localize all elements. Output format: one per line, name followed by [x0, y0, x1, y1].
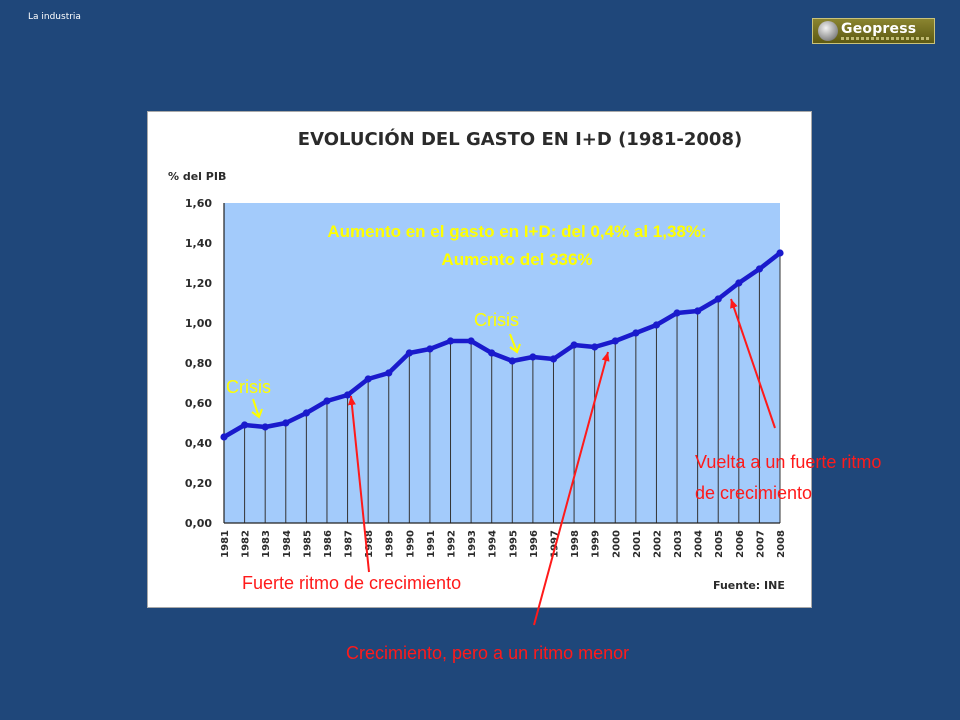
- crisis-arrow-1995: [509, 333, 521, 354]
- x-tick-label: 1985: [302, 530, 313, 558]
- x-tick-label: 1994: [488, 530, 499, 558]
- data-point: [549, 355, 558, 363]
- x-tick-label: 1999: [591, 530, 602, 558]
- x-tick-label: 2005: [714, 530, 725, 558]
- data-point: [570, 341, 578, 349]
- y-tick-label: 1,20: [185, 277, 212, 290]
- data-point: [755, 265, 764, 273]
- x-tick-label: 1984: [282, 530, 293, 558]
- x-tick-label: 1992: [447, 530, 458, 558]
- x-tick-label: 2004: [694, 530, 705, 558]
- x-tick-label: 2003: [673, 530, 684, 558]
- x-tick-label: 1995: [508, 530, 519, 558]
- x-tick-label: 1983: [261, 530, 272, 558]
- crisis-arrow-1983: [251, 398, 263, 419]
- data-points: [220, 249, 784, 441]
- x-tick-label: 1987: [344, 530, 355, 558]
- x-tick-label: 1988: [364, 530, 375, 558]
- annotation-vuelta-line-2: de crecimiento: [695, 483, 813, 503]
- globe-icon: [818, 21, 838, 41]
- data-point: [364, 375, 372, 383]
- x-tick-label: 2006: [735, 530, 746, 558]
- annotation-vuelta-line-1: Vuelta a un fuerte ritmo: [695, 452, 882, 472]
- x-tick-label: 2002: [652, 530, 663, 558]
- x-tick-label: 1986: [323, 530, 334, 558]
- annotation-fuerte-ritmo: Fuerte ritmo de crecimiento: [242, 573, 462, 593]
- data-point: [302, 409, 310, 417]
- arrow-ritmo-menor: [533, 351, 610, 626]
- chart-title: EVOLUCIÓN DEL GASTO EN I+D (1981-2008): [298, 128, 742, 150]
- y-tick-label: 0,20: [185, 477, 212, 490]
- headline-line-2: Aumento del 336%: [441, 250, 592, 269]
- data-point: [776, 249, 784, 257]
- y-tick-label: 0,00: [185, 517, 212, 530]
- chart-frame: EVOLUCIÓN DEL GASTO EN I+D (1981-2008) %…: [147, 111, 812, 608]
- data-point: [220, 433, 228, 441]
- data-point: [714, 295, 722, 303]
- y-tick-label: 1,40: [185, 237, 212, 250]
- data-point: [694, 307, 702, 315]
- x-tick-label: 2001: [632, 530, 643, 558]
- data-point: [240, 421, 249, 429]
- y-tick-label: 1,60: [185, 197, 212, 210]
- data-point: [282, 419, 290, 427]
- data-point: [467, 337, 475, 345]
- data-point: [261, 423, 269, 431]
- y-axis-label: % del PIB: [168, 170, 226, 183]
- axes: [223, 203, 780, 524]
- data-point: [405, 349, 413, 357]
- arrow-vuelta-fuerte: [730, 298, 776, 429]
- logo-tagline-decoration: [841, 37, 929, 40]
- data-point: [632, 329, 640, 337]
- data-point: [508, 357, 516, 365]
- source-label: Fuente: INE: [713, 579, 785, 592]
- x-tick-label: 2000: [611, 530, 622, 558]
- x-tick-label: 1993: [467, 530, 478, 558]
- data-point: [735, 279, 743, 287]
- data-point: [323, 397, 331, 405]
- data-point: [385, 369, 393, 377]
- data-point: [446, 337, 455, 345]
- headline-line-1: Aumento en el gasto en I+D: del 0,4% al …: [327, 222, 706, 241]
- x-tick-label: 2007: [755, 530, 766, 558]
- data-point: [652, 321, 661, 329]
- series-line: [222, 251, 782, 439]
- geopress-logo: Geopress: [812, 18, 935, 44]
- x-tick-label: 1982: [241, 530, 252, 558]
- crisis-label-1995: Crisis: [474, 310, 519, 330]
- data-point: [529, 353, 537, 361]
- data-point: [591, 343, 599, 351]
- x-tick-label: 1990: [405, 530, 416, 558]
- data-point: [673, 309, 681, 317]
- slide-section-label: La industria: [28, 12, 81, 22]
- crisis-label-1983: Crisis: [226, 377, 271, 397]
- logo-text: Geopress: [841, 21, 917, 37]
- y-tick-label: 0,60: [185, 397, 212, 410]
- data-point: [488, 349, 496, 357]
- plot-background: [224, 203, 780, 523]
- x-tick-label: 1981: [220, 530, 231, 558]
- data-point: [611, 337, 619, 345]
- arrow-fuerte-ritmo: [347, 395, 370, 573]
- x-tick-label: 2008: [776, 530, 787, 558]
- x-tick-label: 1989: [385, 530, 396, 558]
- chart-svg: EVOLUCIÓN DEL GASTO EN I+D (1981-2008) %…: [148, 112, 811, 607]
- x-tick-label: 1998: [570, 530, 581, 558]
- x-tick-label: 1991: [426, 530, 437, 558]
- x-tick-labels: 1981 1982 1983 1984 1985 1986 1987 1988 1989 1990…: [220, 530, 787, 558]
- y-tick-labels: 0,00 0,20 0,40 0,60 0,80 1,00 1,20 1,40 1,60: [185, 197, 212, 530]
- y-tick-label: 0,40: [185, 437, 212, 450]
- data-point: [426, 345, 434, 353]
- y-tick-label: 0,80: [185, 357, 212, 370]
- x-tick-label: 1996: [529, 530, 540, 558]
- y-tick-label: 1,00: [185, 317, 212, 330]
- annotation-ritmo-menor: Crecimiento, pero a un ritmo menor: [346, 643, 630, 663]
